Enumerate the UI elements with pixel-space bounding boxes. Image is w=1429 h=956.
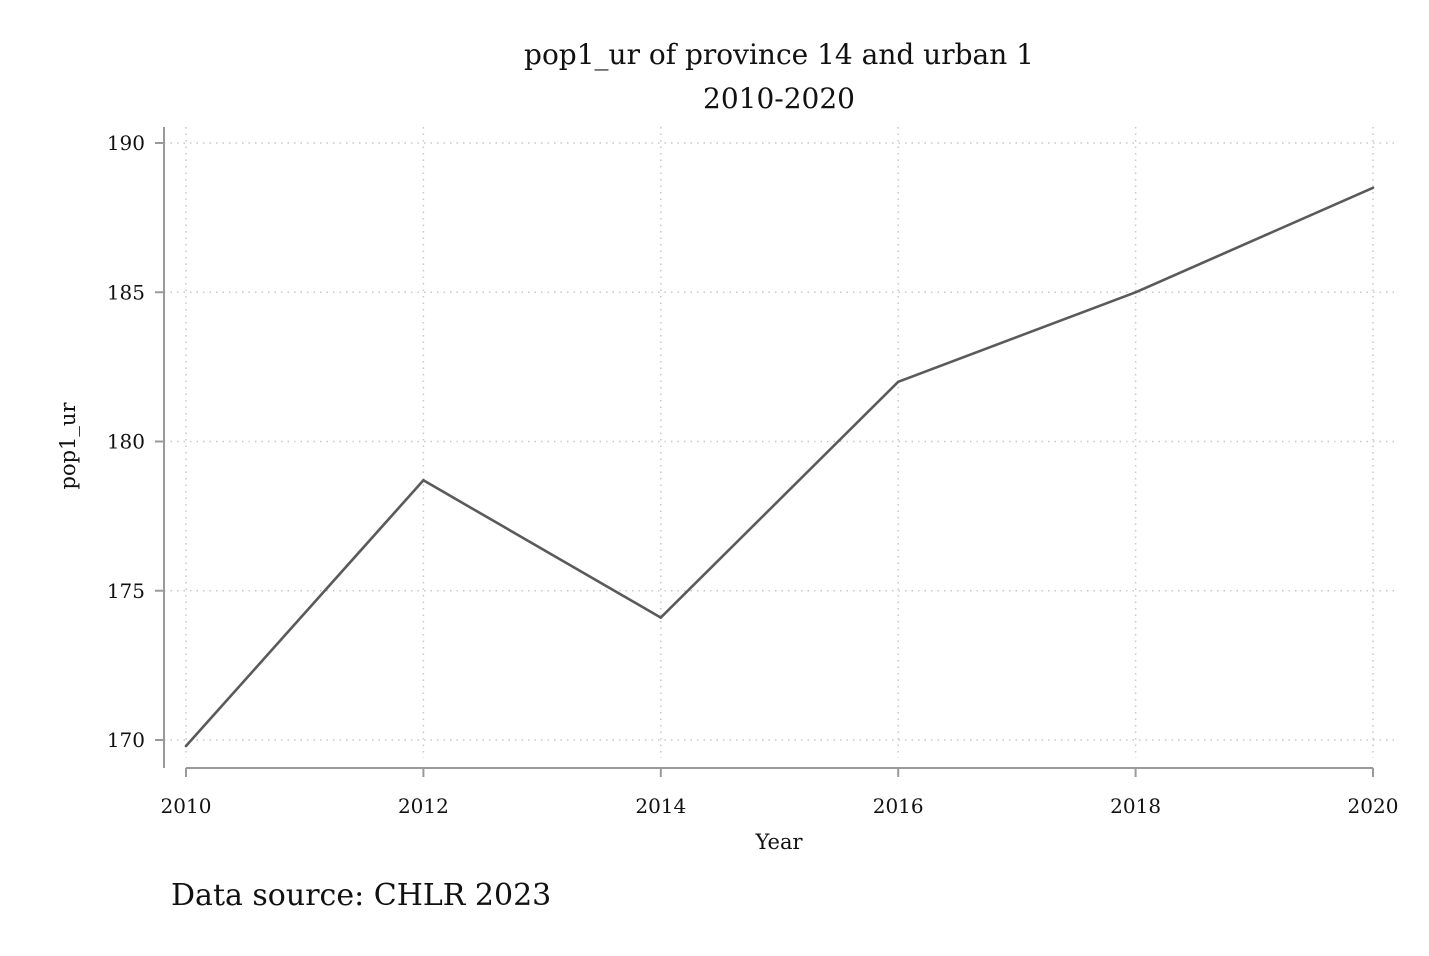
y-tick-label: 180 bbox=[107, 430, 145, 454]
x-tick-label: 2014 bbox=[635, 794, 686, 818]
x-tick-label: 2012 bbox=[398, 794, 449, 818]
data-point bbox=[184, 744, 188, 748]
chart-title: pop1_ur of province 14 and urban 1 bbox=[524, 38, 1034, 71]
axes bbox=[155, 127, 1374, 777]
y-tick-label: 185 bbox=[107, 280, 145, 304]
chart-subtitle: 2010-2020 bbox=[703, 82, 855, 115]
data-point bbox=[1134, 290, 1137, 294]
y-tick-label: 190 bbox=[107, 131, 145, 155]
gridlines bbox=[164, 127, 1395, 758]
data-point bbox=[1371, 186, 1375, 190]
x-tick-label: 2018 bbox=[1110, 794, 1161, 818]
tick-labels: 170 175 180 185 190 2010 2012 2014 2016 2018 2020 bbox=[107, 131, 1399, 818]
y-tick-label: 170 bbox=[107, 728, 145, 752]
y-tick-label: 175 bbox=[107, 579, 145, 603]
x-tick-label: 2016 bbox=[873, 794, 924, 818]
series-layer bbox=[184, 186, 1375, 748]
x-tick-label: 2020 bbox=[1348, 794, 1399, 818]
source-note: Data source: CHLR 2023 bbox=[171, 878, 551, 913]
y-axis-label: pop1_ur bbox=[56, 402, 80, 490]
data-point bbox=[896, 380, 900, 384]
data-point bbox=[422, 479, 425, 482]
data-point bbox=[659, 616, 663, 619]
x-tick-label: 2010 bbox=[161, 794, 212, 818]
series-line bbox=[185, 186, 1374, 747]
x-axis-label: Year bbox=[754, 830, 803, 854]
